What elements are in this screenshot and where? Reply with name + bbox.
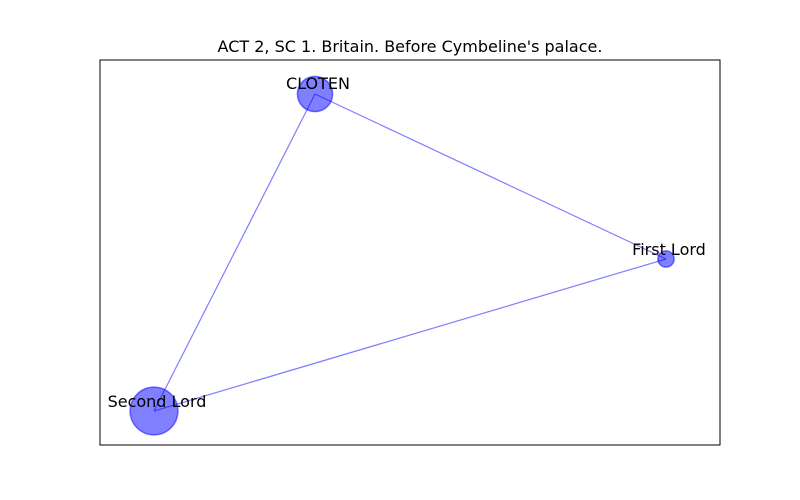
node-label-first-lord: First Lord — [632, 240, 706, 259]
node-second-lord — [129, 386, 179, 436]
labels-layer: CLOTEN First Lord Second Lord — [108, 74, 706, 411]
edge-cloten-first-lord — [314, 93, 667, 260]
node-label-second-lord: Second Lord — [108, 392, 207, 411]
nodes-layer — [129, 75, 675, 436]
edge-cloten-second-lord — [153, 93, 316, 412]
node-label-cloten: CLOTEN — [286, 74, 350, 93]
edge-first-lord-second-lord — [153, 258, 667, 412]
plot-frame — [99, 59, 721, 446]
edges-layer — [153, 93, 667, 412]
chart-title: ACT 2, SC 1. Britain. Before Cymbeline's… — [218, 37, 603, 56]
node-cloten — [296, 75, 334, 113]
node-first-lord — [657, 250, 675, 268]
